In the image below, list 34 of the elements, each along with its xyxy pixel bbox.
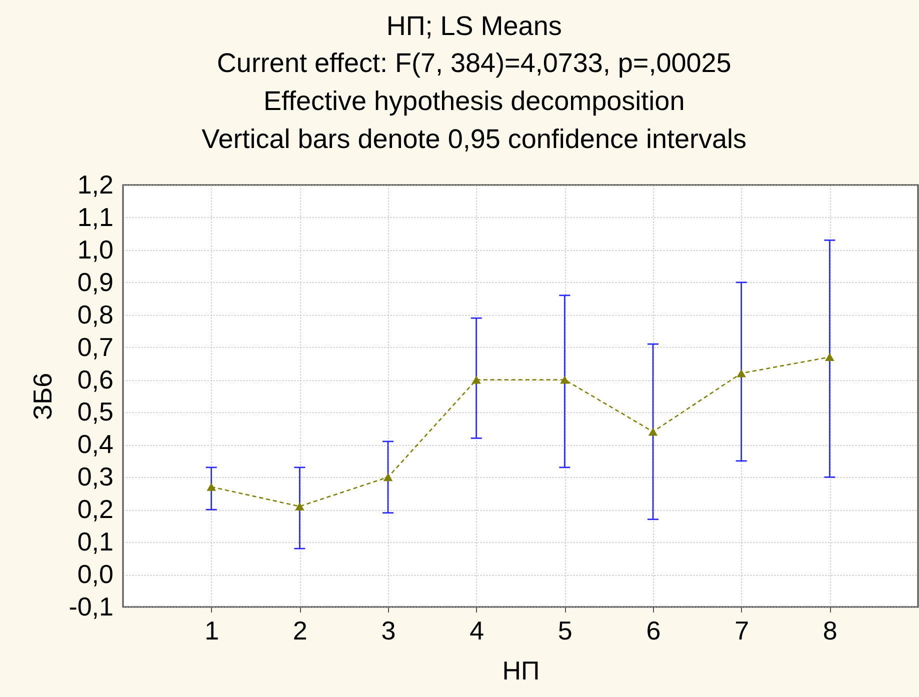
- point: [206, 482, 216, 491]
- x-tick-label: 2: [292, 616, 308, 646]
- point: [472, 376, 481, 384]
- x-tick-label: 5: [558, 616, 572, 646]
- y-tick-label: 0,4: [77, 429, 114, 460]
- y-tick-label: 0,0: [77, 559, 114, 590]
- y-tick-label: 0,6: [77, 364, 114, 394]
- y-tick-label: 1,1: [77, 202, 114, 232]
- y-tick-label: 1,2: [77, 170, 114, 200]
- x-tick-label: 4: [470, 616, 484, 646]
- x-tick-label: 1: [204, 616, 220, 646]
- chart-title: НП; LS Means: [386, 11, 562, 41]
- x-tick-label: 6: [646, 616, 661, 646]
- x-tick-label: 7: [734, 616, 750, 646]
- point: [295, 502, 304, 510]
- point: [648, 428, 658, 436]
- y-tick-label: 0,3: [77, 462, 114, 492]
- y-tick-label: 0,1: [77, 526, 114, 557]
- x-tick-label: 8: [822, 616, 838, 646]
- y-tick-label: 0,7: [77, 332, 114, 362]
- point: [736, 369, 746, 378]
- x-axis-title: НП: [502, 656, 540, 686]
- y-axis-title: ЗБ6: [28, 372, 58, 420]
- y-tick-label: 0,9: [77, 266, 114, 297]
- y-tick-label: 1,0: [77, 234, 114, 264]
- y-tick-label: 0,8: [77, 299, 114, 330]
- x-tick-label: 3: [381, 616, 396, 646]
- y-tick-label: 0,5: [77, 396, 114, 427]
- chart-subtitle: Current effect: F(7, 384)=4,0733, p=,00025 Effective hypothesis decomposition Vertical bars denote 0,95 confidence intervals: [202, 48, 747, 154]
- y-tick-label: 0,2: [77, 494, 114, 524]
- y-tick-label: -0,1: [68, 592, 114, 622]
- point: [560, 376, 570, 384]
- point: [383, 473, 393, 482]
- point: [825, 353, 834, 362]
